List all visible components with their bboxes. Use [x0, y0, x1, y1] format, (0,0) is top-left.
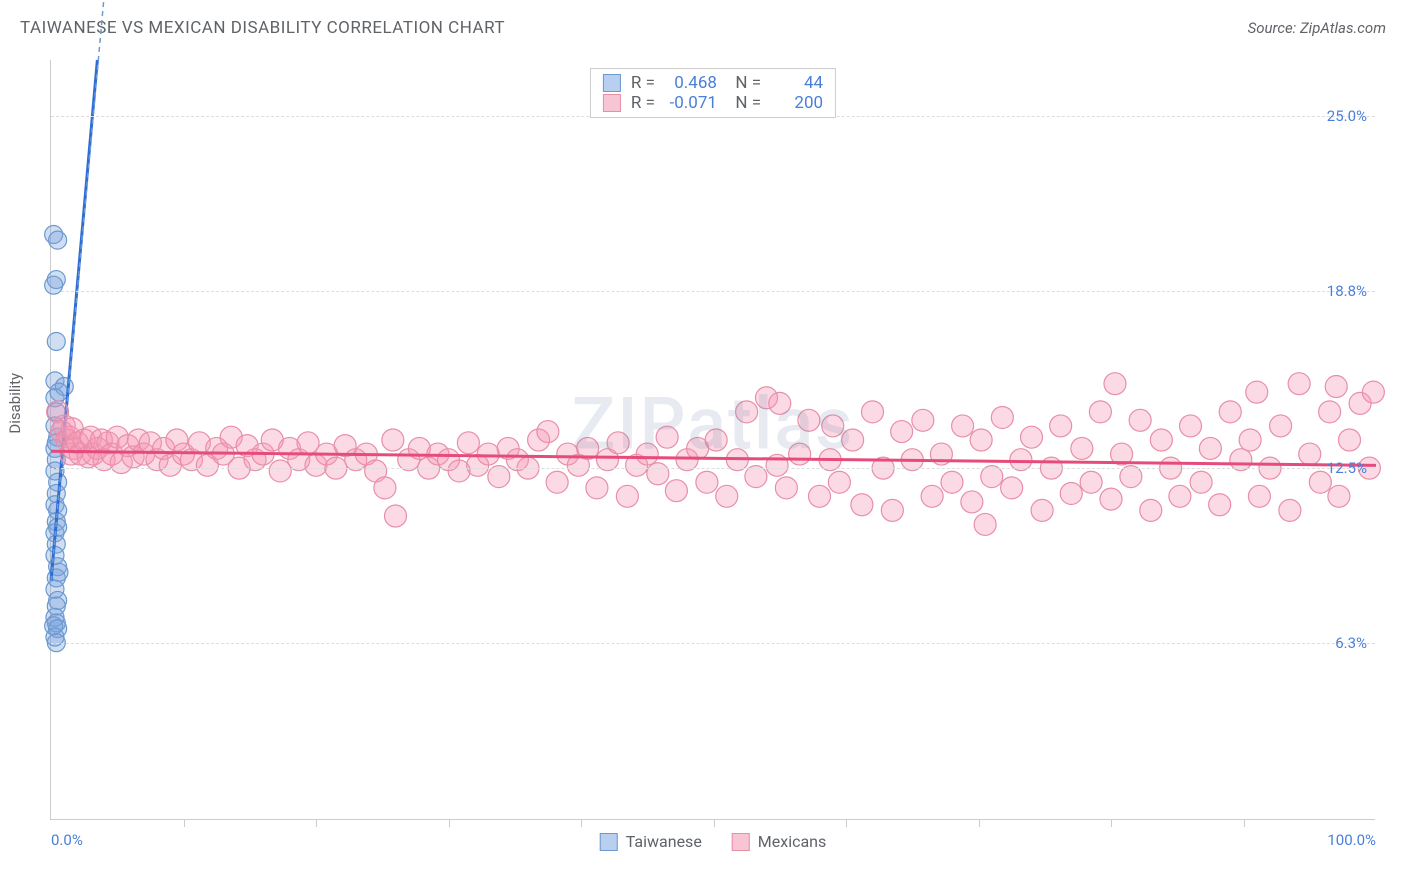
n-label: N =	[727, 93, 761, 113]
n-value-mexicans: 200	[771, 93, 823, 113]
n-value-taiwanese: 44	[771, 73, 823, 93]
n-label: N =	[727, 73, 761, 93]
stats-legend: R = 0.468 N = 44 R = -0.071 N = 200	[590, 68, 836, 118]
source-label: Source: ZipAtlas.com	[1248, 19, 1386, 37]
chart-container: Disability ZIPatlas R = 0.468 N = 44 R =…	[20, 55, 1386, 855]
x-tick-label: 0.0%	[51, 831, 83, 849]
legend-item-taiwanese: Taiwanese	[600, 832, 702, 851]
y-tick-label: 18.8%	[1327, 282, 1367, 300]
y-tick-label: 6.3%	[1335, 634, 1367, 652]
swatch-mexicans	[603, 94, 621, 112]
x-tick-label: 100.0%	[1327, 831, 1376, 849]
plot-area: ZIPatlas R = 0.468 N = 44 R = -0.071 N =…	[50, 60, 1375, 820]
legend-label: Taiwanese	[626, 832, 702, 851]
stats-row-taiwanese: R = 0.468 N = 44	[603, 73, 823, 93]
r-value-taiwanese: 0.468	[665, 73, 717, 93]
bottom-legend: Taiwanese Mexicans	[600, 832, 827, 851]
swatch-mexicans	[732, 833, 750, 851]
r-label: R =	[631, 93, 655, 113]
r-label: R =	[631, 73, 655, 93]
legend-label: Mexicans	[758, 832, 826, 851]
chart-title: TAIWANESE VS MEXICAN DISABILITY CORRELAT…	[20, 18, 505, 38]
y-tick-label: 25.0%	[1327, 107, 1367, 125]
legend-item-mexicans: Mexicans	[732, 832, 826, 851]
y-axis-label: Disability	[6, 373, 24, 434]
chart-svg	[51, 60, 1375, 819]
r-value-mexicans: -0.071	[665, 93, 717, 113]
swatch-taiwanese	[600, 833, 618, 851]
swatch-taiwanese	[603, 74, 621, 92]
y-tick-label: 12.5%	[1327, 459, 1367, 477]
stats-row-mexicans: R = -0.071 N = 200	[603, 93, 823, 113]
